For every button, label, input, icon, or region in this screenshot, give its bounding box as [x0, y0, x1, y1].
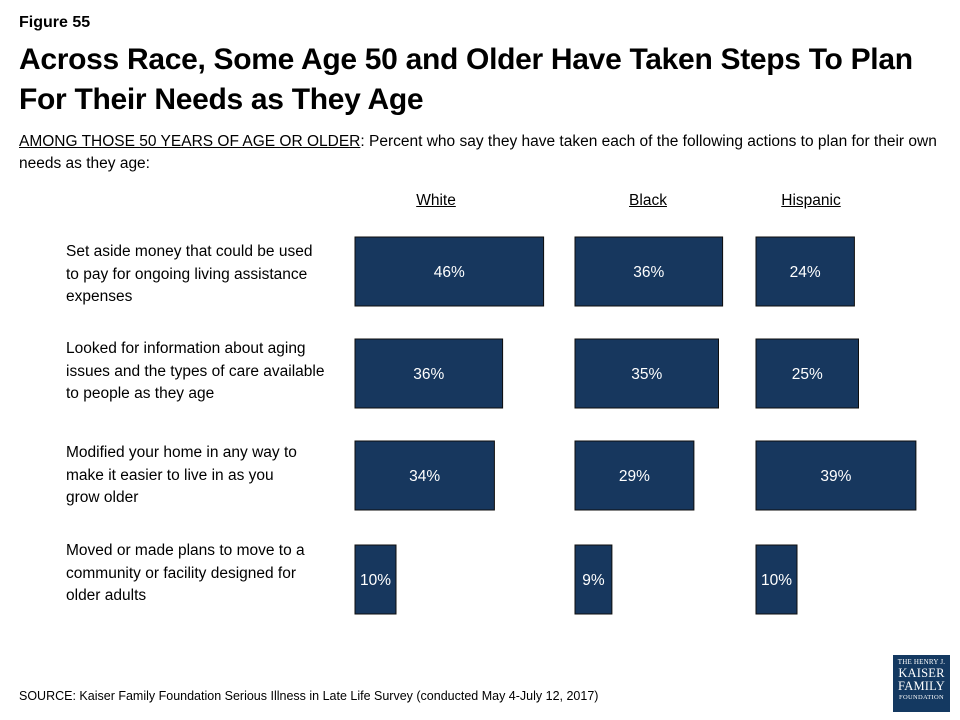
- data-label-white-row-2: 36%: [413, 366, 444, 383]
- data-label-white-row-4: 10%: [360, 572, 391, 589]
- subtitle-population: AMONG THOSE 50 YEARS OF AGE OR OLDER: [19, 133, 361, 150]
- bar-black-row-3: [574, 440, 695, 511]
- bar-white-row-1: [354, 236, 545, 307]
- bar-black-row-1: [574, 236, 724, 307]
- logo-line-1: THE HENRY J.: [897, 658, 946, 666]
- bar-white-row-4: [354, 544, 397, 615]
- bar-hispanic-row-4: [755, 544, 798, 615]
- data-label-black-row-3: 29%: [619, 468, 650, 485]
- logo-line-2: KAISER: [898, 666, 945, 680]
- data-label-hispanic-row-3: 39%: [820, 468, 851, 485]
- row-label-looked-for-information: Looked for information about aging issue…: [66, 340, 325, 402]
- chart-title: Across Race, Some Age 50 and Older Have …: [19, 43, 913, 116]
- data-label-black-row-2: 35%: [631, 366, 662, 383]
- group-header-white: White: [416, 192, 456, 209]
- data-label-black-row-4: 9%: [582, 572, 605, 589]
- bar-white-row-3: [354, 440, 495, 511]
- bar-white-row-2: [354, 338, 504, 409]
- bar-hispanic-row-3: [755, 440, 917, 511]
- data-label-white-row-3: 34%: [409, 468, 440, 485]
- data-label-hispanic-row-1: 24%: [790, 264, 821, 281]
- group-header-black: Black: [629, 192, 667, 209]
- bar-hispanic-row-2: [755, 338, 859, 409]
- kff-logo: THE HENRY J. KAISER FAMILY FOUNDATION: [893, 655, 950, 712]
- row-label-moved-or-plans: Moved or made plans to move to a communi…: [66, 542, 305, 604]
- data-label-hispanic-row-4: 10%: [761, 572, 792, 589]
- data-label-black-row-1: 36%: [633, 264, 664, 281]
- chart-subtitle: AMONG THOSE 50 YEARS OF AGE OR OLDER: Pe…: [19, 131, 944, 175]
- row-label-set-aside-money: Set aside money that could be used to pa…: [66, 243, 313, 305]
- figure-label: Figure 55: [19, 14, 91, 31]
- source-note: SOURCE: Kaiser Family Foundation Serious…: [19, 689, 599, 703]
- data-label-hispanic-row-2: 25%: [792, 366, 823, 383]
- bar-black-row-4: [574, 544, 613, 615]
- bar-black-row-2: [574, 338, 719, 409]
- row-label-modified-home: Modified your home in any way to make it…: [66, 444, 297, 506]
- subtitle-question: : Percent who say they have taken each o…: [19, 133, 937, 172]
- logo-line-4: FOUNDATION: [899, 694, 944, 701]
- bar-hispanic-row-1: [755, 236, 855, 307]
- data-label-white-row-1: 46%: [434, 264, 465, 281]
- logo-line-3: FAMILY: [898, 679, 945, 693]
- group-header-hispanic: Hispanic: [781, 192, 841, 209]
